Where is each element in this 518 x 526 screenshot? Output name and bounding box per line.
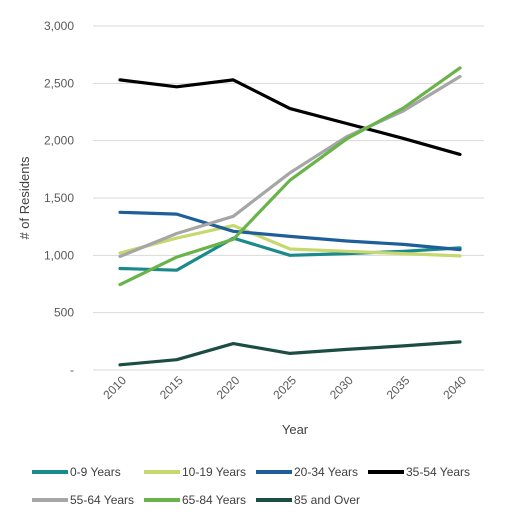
legend-label: 20-34 Years bbox=[294, 465, 358, 479]
x-tick-label: 2035 bbox=[384, 373, 413, 402]
y-tick-label: 2,000 bbox=[44, 134, 74, 148]
legend-label: 0-9 Years bbox=[70, 465, 121, 479]
y-tick-label: - bbox=[70, 363, 74, 377]
legend-item: 10-19 Years bbox=[144, 465, 246, 479]
legend-item: 35-54 Years bbox=[368, 465, 470, 479]
y-tick-label: 500 bbox=[54, 306, 74, 320]
series-line-5 bbox=[118, 74, 462, 259]
y-tick-label: 3,000 bbox=[44, 19, 74, 33]
series-line-1 bbox=[118, 236, 462, 272]
series-line-7 bbox=[118, 340, 462, 367]
legend-label: 65-84 Years bbox=[182, 493, 246, 507]
x-tick-label: 2010 bbox=[100, 373, 129, 402]
series-line-6 bbox=[118, 66, 462, 287]
x-axis-title: Year bbox=[282, 422, 309, 437]
legend-item: 20-34 Years bbox=[256, 465, 358, 479]
x-tick-label: 2040 bbox=[440, 373, 469, 402]
legend-item: 85 and Over bbox=[256, 493, 360, 507]
series-line-2 bbox=[118, 223, 462, 258]
legend-label: 55-64 Years bbox=[70, 493, 134, 507]
y-tick-label: 2,500 bbox=[44, 76, 74, 90]
x-tick-label: 2015 bbox=[157, 373, 186, 402]
x-axis-ticks: 2010 2015 2020 2025 2030 2035 2040 bbox=[100, 373, 469, 402]
series-lines bbox=[118, 66, 462, 367]
series-line-4 bbox=[118, 78, 462, 156]
legend: 0-9 Years 10-19 Years 20-34 Years 35-54 Yea… bbox=[32, 465, 470, 507]
y-axis-ticks: - 500 1,000 1,500 2,000 2,500 3,000 bbox=[44, 19, 74, 377]
y-tick-label: 1,500 bbox=[44, 191, 74, 205]
gridlines bbox=[93, 25, 484, 371]
x-tick-label: 2020 bbox=[214, 373, 243, 402]
x-tick-label: 2025 bbox=[270, 373, 299, 402]
legend-label: 10-19 Years bbox=[182, 465, 246, 479]
legend-item: 55-64 Years bbox=[32, 493, 134, 507]
series-line-3 bbox=[118, 210, 462, 252]
x-tick-label: 2030 bbox=[327, 373, 356, 402]
legend-label: 35-54 Years bbox=[406, 465, 470, 479]
y-axis-title: # of Residents bbox=[17, 156, 32, 240]
y-tick-label: 1,000 bbox=[44, 248, 74, 262]
legend-item: 65-84 Years bbox=[144, 493, 246, 507]
legend-label: 85 and Over bbox=[294, 493, 360, 507]
legend-item: 0-9 Years bbox=[32, 465, 121, 479]
